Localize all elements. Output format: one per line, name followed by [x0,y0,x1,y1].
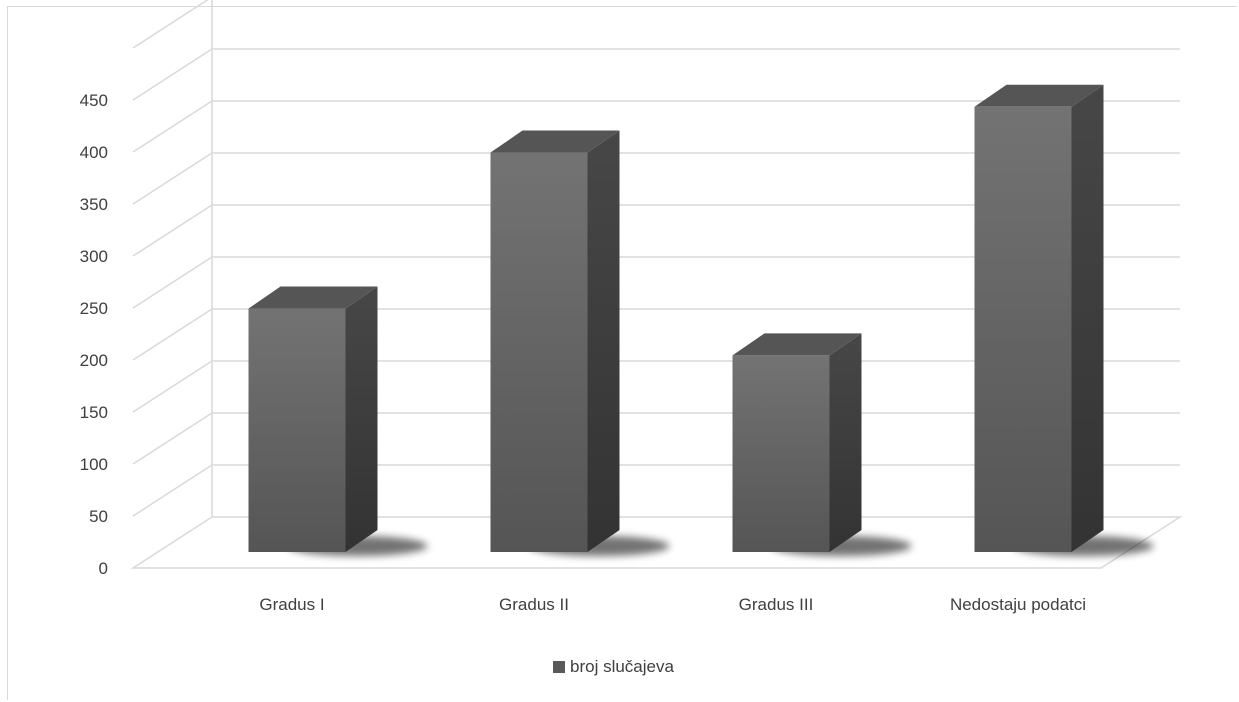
gridline [132,0,209,49]
chart-frame [7,6,1237,700]
bar-side [345,286,378,552]
bar-top [248,286,378,309]
y-tick-label: 250 [80,299,108,318]
bar-top [974,84,1104,107]
bar [974,84,1154,556]
bar-top [490,130,620,153]
y-tick-label: 300 [80,247,108,266]
bar-front [974,106,1072,553]
x-tick-label: Gradus III [739,595,814,614]
y-tick-label: 50 [89,507,108,526]
y-tick-label: 0 [99,559,108,578]
bar-front [732,355,830,552]
x-tick-label: Gradus II [499,595,569,614]
y-tick-label: 200 [80,351,108,370]
y-tick-label: 400 [80,143,108,162]
y-tick-label: 150 [80,403,108,422]
legend-swatch [553,661,565,673]
bar [248,286,428,556]
bar [732,333,912,556]
bar-side [587,130,620,552]
bar-front [248,308,346,552]
bar-top [732,333,862,356]
y-tick-label: 450 [80,91,108,110]
legend-label: broj slučajeva [570,657,674,676]
x-tick-label: Gradus I [259,595,324,614]
x-axis: Gradus I Gradus II Gradus III Nedostaju pod… [259,595,1086,614]
bar-side [1071,84,1104,553]
bars [248,84,1154,556]
y-axis: 0 50 100 150 200 250 300 350 400 450 [80,91,108,578]
bar-front [490,152,588,552]
bar [490,130,670,556]
legend: broj slučajeva [553,656,674,678]
y-tick-label: 350 [80,195,108,214]
x-tick-label: Nedostaju podatci [950,595,1086,614]
gridline-floor [130,516,1183,569]
y-tick-label: 100 [80,455,108,474]
bar-side [829,333,862,552]
